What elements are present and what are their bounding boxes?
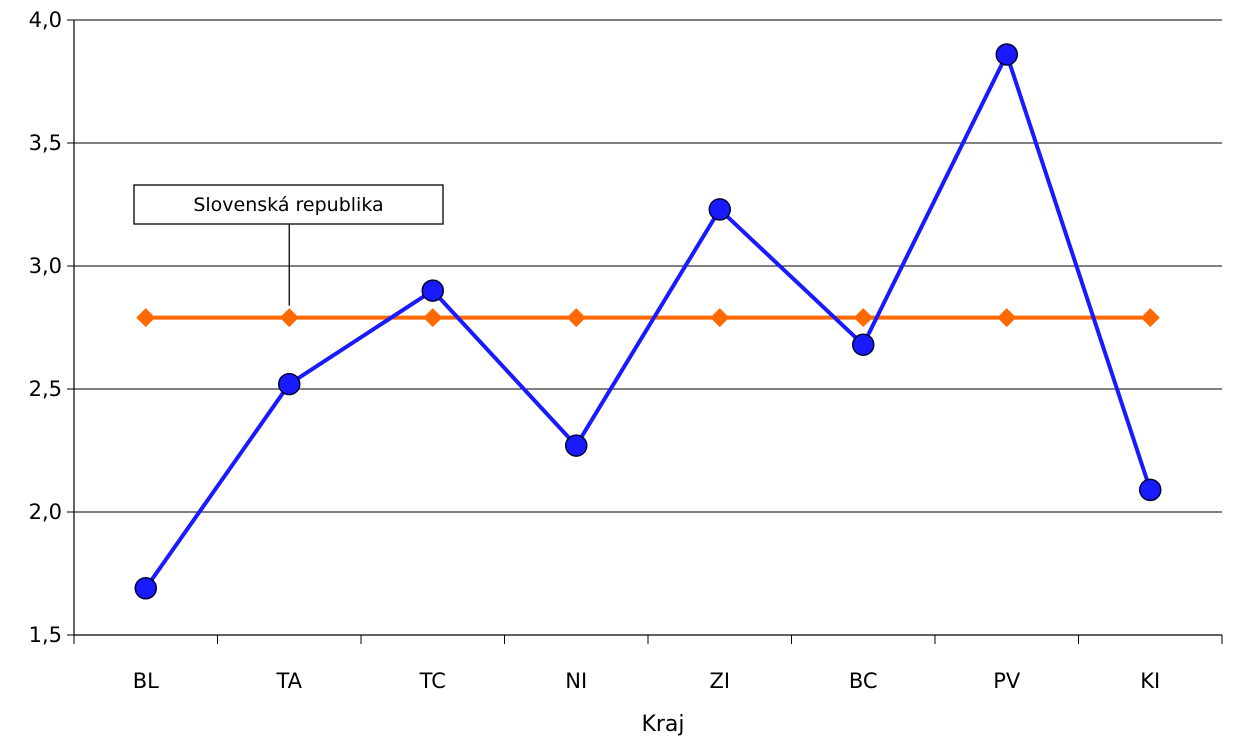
data-point [1139,478,1162,502]
x-tick-label: ZI [709,669,730,693]
y-tick-label: 1,5 [29,623,62,647]
data-point [279,308,299,328]
data-point [710,308,730,328]
annotation-label: Slovenská republika [193,194,383,216]
data-point [136,308,156,328]
data-point [134,577,157,600]
data-point [1140,308,1160,328]
x-tick-label: TC [419,669,446,693]
y-tick-label: 4,0 [29,8,62,32]
x-axis-title: Kraj [641,712,684,737]
x-tick-label: BC [849,669,878,693]
tick-labels: 1,5 2,0 2,5 3,0 3,5 4,0 BL TA TC NI ZI BC PV KI [29,8,1161,693]
series-layer [134,43,1162,600]
annotation-box [133,184,444,225]
y-tick-label: 2,5 [29,377,62,401]
x-tick-label: NI [565,669,587,693]
x-tick-label: PV [993,669,1021,693]
data-point [853,308,873,328]
data-point [423,308,443,328]
data-point [278,372,301,396]
x-tick-label: KI [1140,669,1160,693]
y-tick-label: 3,0 [29,254,62,278]
data-point [852,333,875,356]
data-point [566,308,586,328]
x-tick-label: BL [133,669,159,693]
gridlines [74,19,1222,513]
data-point [997,308,1017,328]
y-tick-label: 2,0 [29,500,62,524]
data-point [995,43,1018,66]
data-point [565,434,588,457]
x-tick-label: TA [275,669,302,693]
annotation: Slovenská republika [133,184,444,306]
data-point [708,198,731,221]
data-point [421,279,444,302]
axes [67,19,1223,644]
series-line [144,52,1153,590]
y-tick-label: 3,5 [29,131,62,155]
